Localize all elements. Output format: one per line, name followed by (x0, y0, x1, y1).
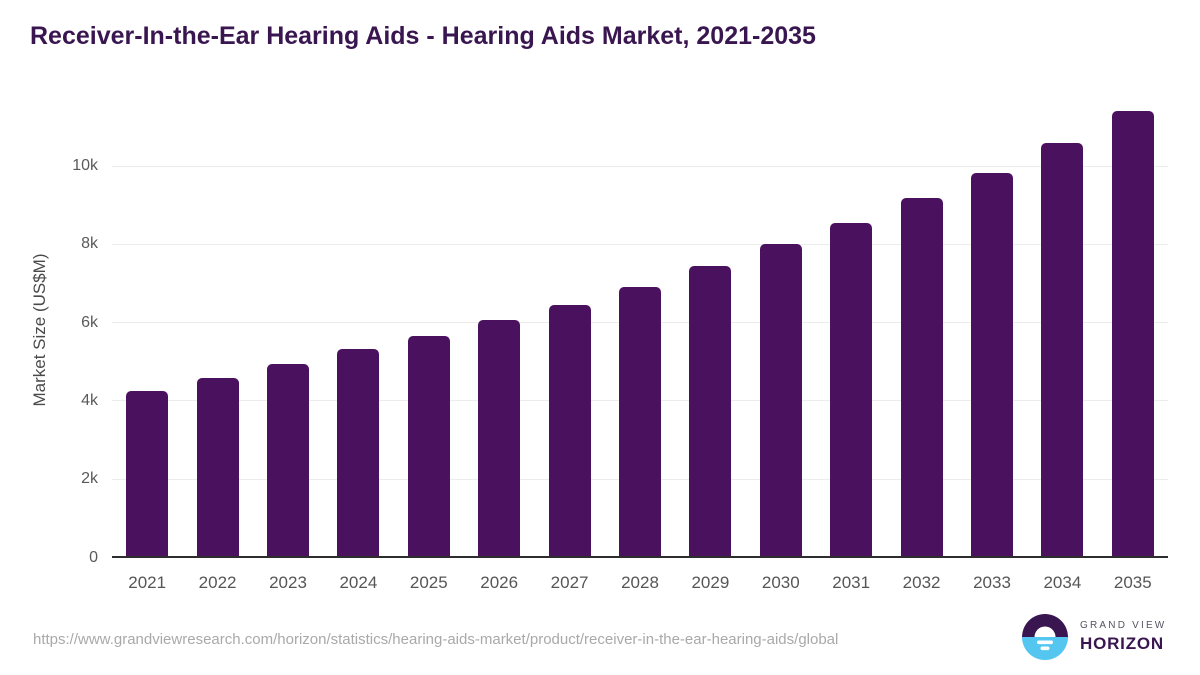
chart-title: Receiver-In-the-Ear Hearing Aids - Heari… (30, 22, 816, 50)
horizon-sunrise-icon (1022, 614, 1068, 660)
logo-grand-view-text: GRAND VIEW (1080, 620, 1167, 631)
x-tick-label-2034: 2034 (1043, 573, 1082, 592)
y-axis-title: Market Size (US$M) (30, 253, 49, 407)
x-tick-label-2032: 2032 (902, 573, 941, 592)
x-tick-label-2033: 2033 (973, 573, 1011, 592)
gridline-10k (112, 165, 1168, 167)
x-tick-label-2027: 2027 (550, 573, 589, 592)
x-tick-label-2024: 2024 (339, 573, 378, 592)
x-tick-label-2022: 2022 (198, 573, 237, 592)
bar-2022[interactable] (196, 377, 239, 558)
x-tick-label-2023: 2023 (269, 573, 307, 592)
bar-2021[interactable] (126, 390, 169, 558)
y-tick-label-2k: 2k (81, 470, 98, 488)
bar-2024[interactable] (337, 349, 380, 558)
bar-2032[interactable] (900, 198, 943, 558)
x-axis-line (112, 556, 1168, 558)
grand-view-horizon-logo: GRAND VIEW HORIZON (1022, 614, 1166, 660)
bar-2025[interactable] (407, 336, 450, 558)
source-url: https://www.grandviewresearch.com/horizo… (33, 631, 839, 648)
y-tick-label-10k: 10k (72, 157, 98, 174)
bar-2029[interactable] (689, 265, 732, 558)
logo-text: GRAND VIEW HORIZON (1080, 620, 1166, 654)
bar-2028[interactable] (619, 287, 661, 558)
x-tick-label-2028: 2028 (621, 573, 659, 592)
x-tick-label-2035: 2035 (1113, 573, 1152, 592)
bar-2023[interactable] (267, 364, 309, 558)
bar-2035[interactable] (1111, 110, 1154, 558)
y-tick-label-6k: 6k (81, 313, 98, 331)
x-tick-label-2026: 2026 (480, 573, 519, 592)
logo-horizon-text: HORIZON (1080, 634, 1164, 653)
bar-2030[interactable] (759, 244, 802, 558)
x-tick-label-2021: 2021 (128, 573, 167, 592)
y-tick-label-4k: 4k (81, 391, 98, 409)
bar-2033[interactable] (971, 172, 1013, 558)
bar-2031[interactable] (830, 222, 873, 558)
y-tick-label-0: 0 (89, 548, 98, 566)
x-tick-label-2029: 2029 (691, 573, 730, 592)
x-tick-label-2030: 2030 (761, 573, 800, 592)
y-tick-label-8k: 8k (81, 235, 98, 253)
x-tick-label-2025: 2025 (409, 573, 448, 592)
bar-2027[interactable] (548, 305, 591, 558)
bar-2026[interactable] (478, 319, 521, 558)
bar-2034[interactable] (1041, 143, 1084, 558)
x-tick-label-2031: 2031 (832, 573, 871, 592)
